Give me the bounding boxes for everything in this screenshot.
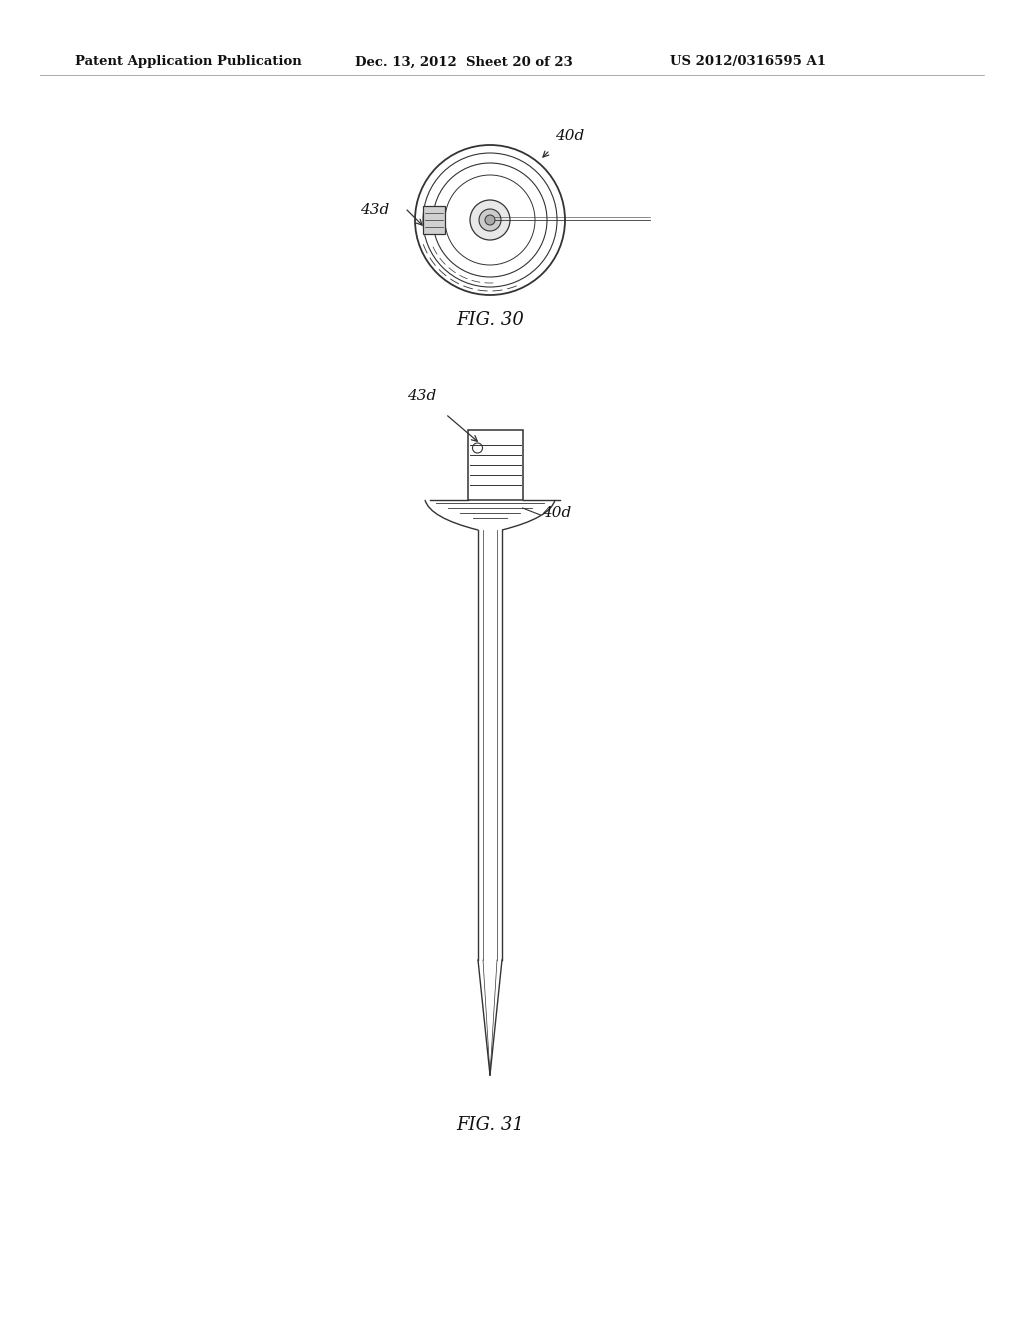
Circle shape [470,201,510,240]
Text: 43d: 43d [408,389,437,403]
Text: 40d: 40d [543,506,571,520]
Circle shape [479,209,501,231]
Circle shape [485,215,495,224]
Bar [468,430,522,500]
Text: 43d: 43d [360,203,389,216]
Text: Patent Application Publication: Patent Application Publication [75,55,302,69]
Bar [423,206,445,234]
Text: US 2012/0316595 A1: US 2012/0316595 A1 [670,55,826,69]
Text: FIG. 31: FIG. 31 [456,1115,524,1134]
Text: 40d: 40d [555,129,585,143]
Text: Dec. 13, 2012  Sheet 20 of 23: Dec. 13, 2012 Sheet 20 of 23 [355,55,572,69]
Text: FIG. 30: FIG. 30 [456,312,524,329]
